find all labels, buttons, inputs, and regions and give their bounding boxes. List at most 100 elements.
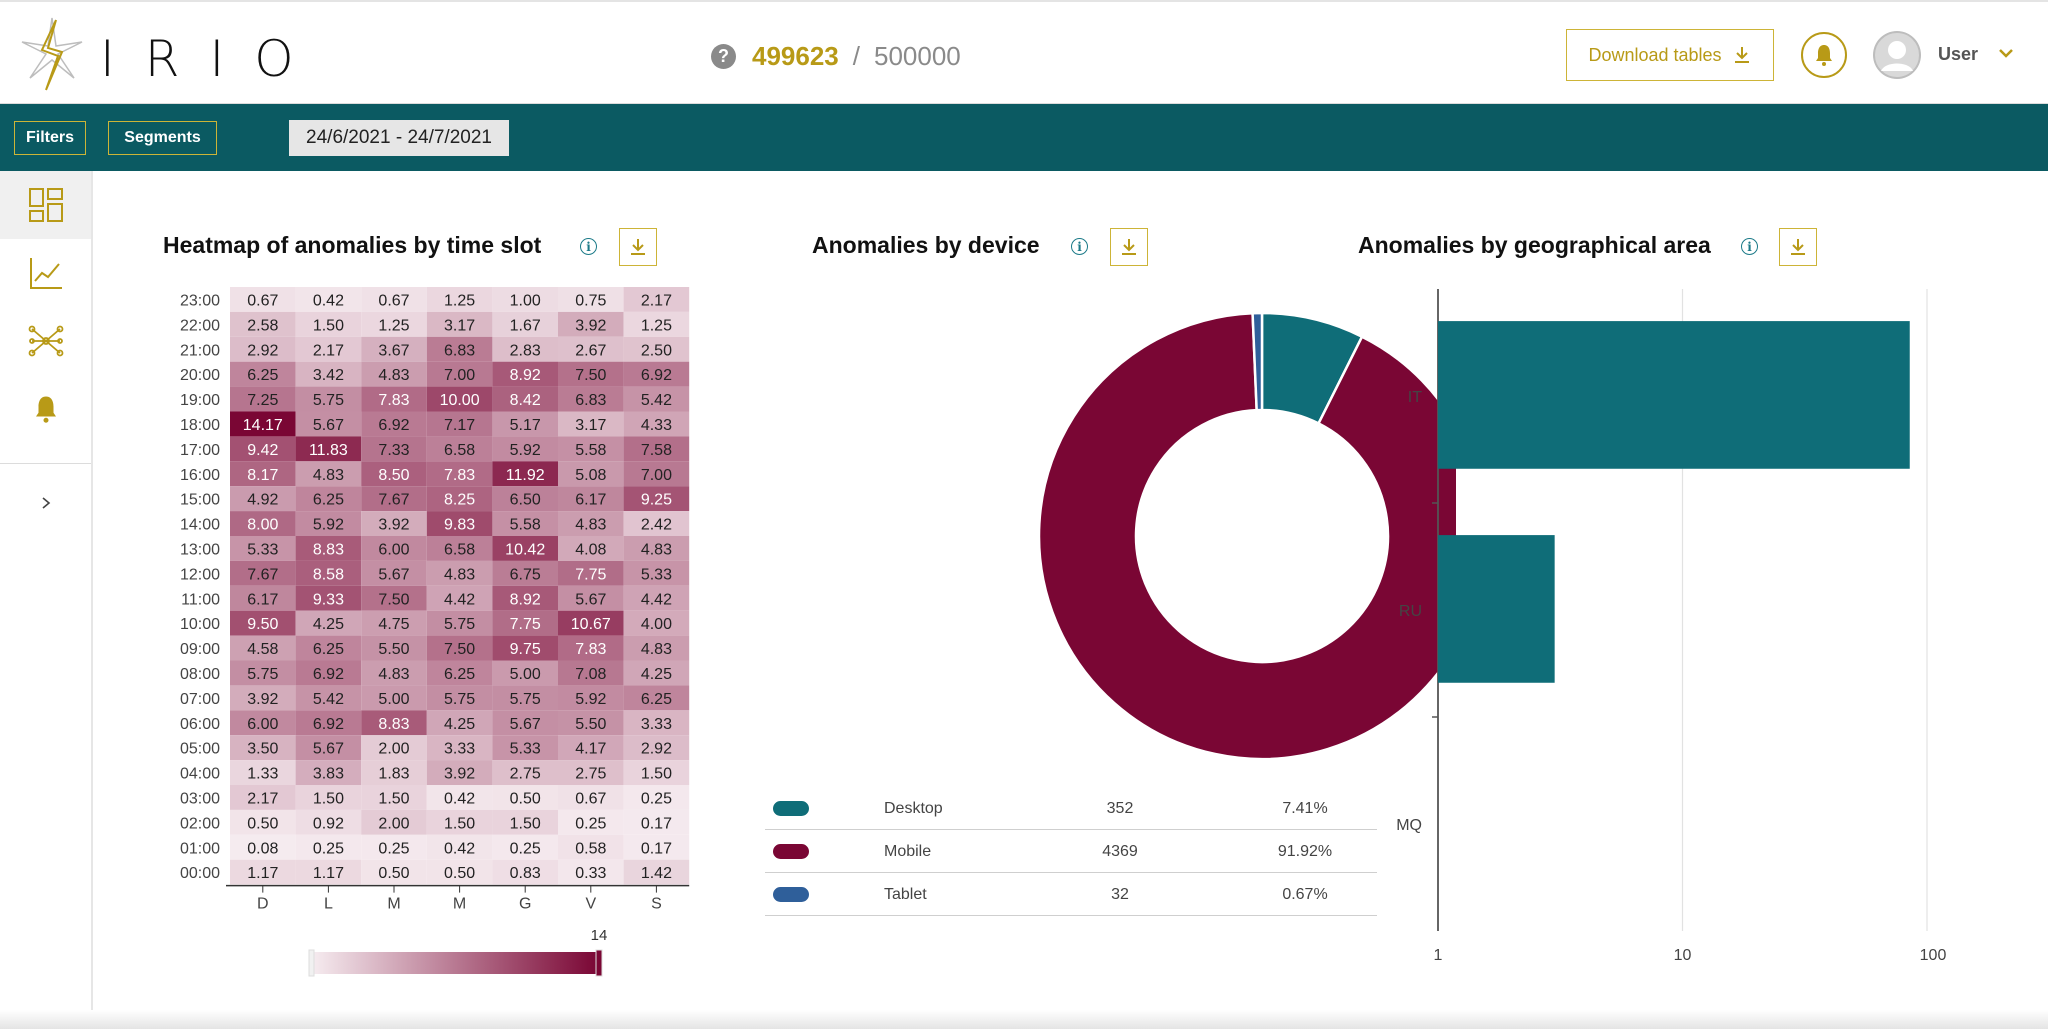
heatmap-cell[interactable] [492,760,558,785]
heatmap-info-icon[interactable]: i [580,238,597,255]
heatmap-cell[interactable] [230,336,296,362]
heatmap-cell[interactable] [361,610,427,636]
heatmap-cell[interactable] [361,287,427,312]
heatmap-cell[interactable] [230,635,296,661]
heatmap-cell[interactable] [492,436,558,462]
heatmap-cell[interactable] [295,511,362,536]
heatmap-cell[interactable] [623,809,690,835]
heatmap-cell[interactable] [295,610,362,636]
heatmap-cell[interactable] [230,461,296,487]
heatmap-cell[interactable] [361,760,427,785]
heatmap-cell[interactable] [361,660,427,686]
heatmap-cell[interactable] [295,809,362,835]
heatmap-cell[interactable] [623,311,690,337]
heatmap-cell[interactable] [623,859,690,885]
heatmap-cell[interactable] [426,361,493,387]
heatmap-cell[interactable] [361,461,427,487]
heatmap-cell[interactable] [426,411,493,437]
heatmap-cell[interactable] [361,735,427,761]
heatmap-cell[interactable] [426,311,493,337]
heatmap-cell[interactable] [558,386,624,412]
geo-info-icon[interactable]: i [1741,238,1758,255]
heatmap-cell[interactable] [230,834,296,860]
heatmap-cell[interactable] [558,511,624,536]
heatmap-cell[interactable] [492,685,558,711]
heatmap-cell[interactable] [230,710,296,736]
heatmap-cell[interactable] [558,361,624,387]
heatmap-cell[interactable] [492,361,558,387]
heatmap-cell[interactable] [558,560,624,586]
heatmap-cell[interactable] [623,536,690,561]
heatmap-cell[interactable] [623,361,690,387]
heatmap-cell[interactable] [623,486,690,512]
heatmap-cell[interactable] [295,585,362,611]
heatmap-cell[interactable] [295,635,362,661]
heatmap-cell[interactable] [623,834,690,860]
heatmap-cell[interactable] [558,536,624,561]
heatmap-cell[interactable] [295,336,362,362]
heatmap-cell[interactable] [558,311,624,337]
heatmap-cell[interactable] [361,685,427,711]
heatmap-cell[interactable] [295,785,362,810]
heatmap-cell[interactable] [492,710,558,736]
heatmap-cell[interactable] [295,710,362,736]
heatmap-cell[interactable] [623,635,690,661]
heatmap-cell[interactable] [295,536,362,561]
sidebar-item-trends[interactable] [0,239,91,307]
heatmap-cell[interactable] [558,585,624,611]
heatmap-cell[interactable] [426,735,493,761]
heatmap-cell[interactable] [230,436,296,462]
heatmap-cell[interactable] [623,710,690,736]
heatmap-cell[interactable] [623,760,690,785]
heatmap-cell[interactable] [295,834,362,860]
user-menu-label[interactable]: User [1938,44,1979,64]
filters-button[interactable]: Filters [14,121,86,155]
heatmap-cell[interactable] [295,760,362,785]
sidebar-item-network[interactable] [0,307,91,375]
heatmap-cell[interactable] [426,760,493,785]
heatmap-cell[interactable] [558,785,624,810]
geo-bar-ru[interactable] [1438,535,1555,683]
heatmap-cell[interactable] [361,785,427,810]
heatmap-cell[interactable] [230,809,296,835]
heatmap-cell[interactable] [426,336,493,362]
heatmap-cell[interactable] [361,436,427,462]
heatmap-cell[interactable] [361,511,427,536]
heatmap-cell[interactable] [295,859,362,885]
heatmap-cell[interactable] [230,486,296,512]
heatmap-cell[interactable] [426,560,493,586]
heatmap-cell[interactable] [492,511,558,536]
heatmap-cell[interactable] [558,735,624,761]
heatmap-cell[interactable] [230,760,296,785]
heatmap-cell[interactable] [426,859,493,885]
heatmap-cell[interactable] [230,785,296,810]
device-download-button[interactable] [1110,228,1148,266]
heatmap-cell[interactable] [230,610,296,636]
heatmap-cell[interactable] [492,585,558,611]
heatmap-cell[interactable] [361,361,427,387]
heatmap-cell[interactable] [492,461,558,487]
heatmap-cell[interactable] [230,311,296,337]
heatmap-cell[interactable] [492,735,558,761]
heatmap-cell[interactable] [426,685,493,711]
heatmap-cell[interactable] [230,536,296,561]
heatmap-cell[interactable] [361,834,427,860]
heatmap-cell[interactable] [426,486,493,512]
heatmap-cell[interactable] [426,610,493,636]
heatmap-cell[interactable] [361,386,427,412]
heatmap-cell[interactable] [623,685,690,711]
heatmap-cell[interactable] [623,411,690,437]
heatmap-cell[interactable] [623,560,690,586]
heatmap-cell[interactable] [426,436,493,462]
heatmap-cell[interactable] [623,287,690,312]
heatmap-cell[interactable] [426,785,493,810]
donut-slice-tablet[interactable] [1251,311,1264,412]
heatmap-cell[interactable] [361,635,427,661]
heatmap-cell[interactable] [361,585,427,611]
heatmap-cell[interactable] [361,311,427,337]
heatmap-cell[interactable] [361,536,427,561]
heatmap-cell[interactable] [492,486,558,512]
heatmap-cell[interactable] [361,336,427,362]
heatmap-cell[interactable] [558,287,624,312]
heatmap-cell[interactable] [295,386,362,412]
